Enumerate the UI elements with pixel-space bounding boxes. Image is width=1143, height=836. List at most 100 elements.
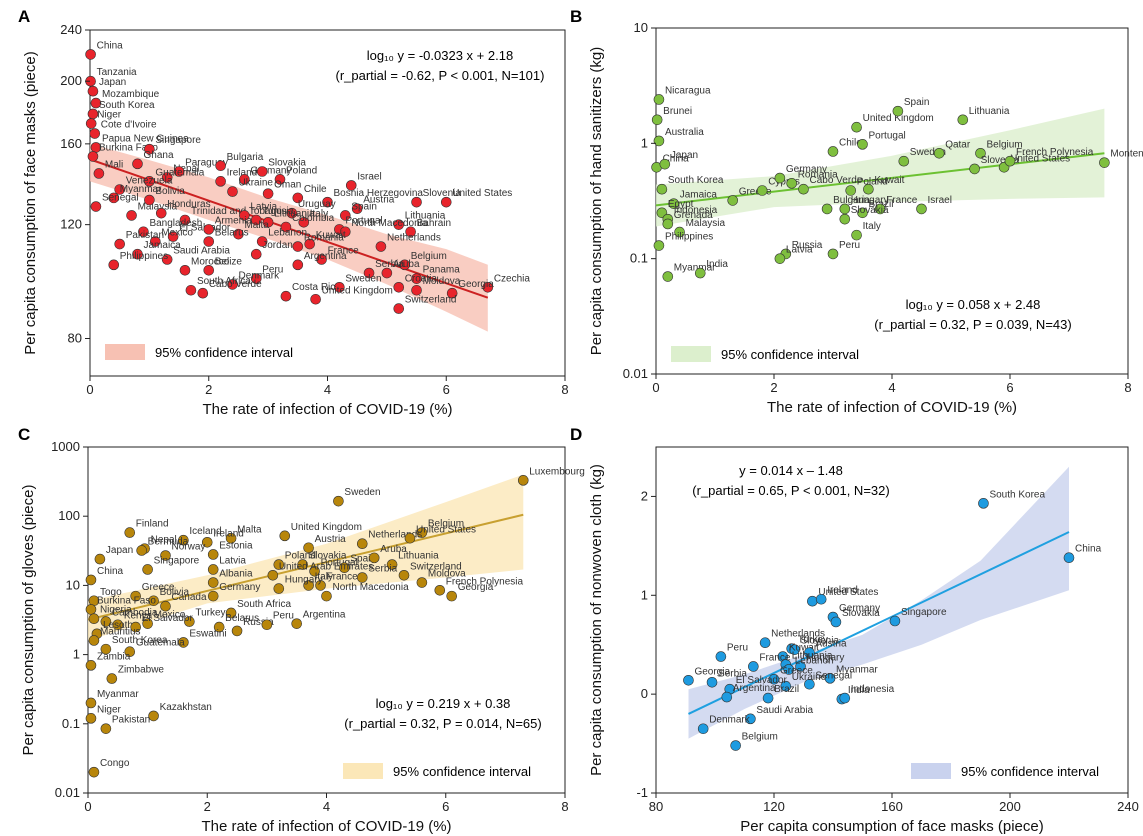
point-label: Panama xyxy=(423,265,461,276)
point-label: Latvia xyxy=(786,245,813,256)
data-point xyxy=(114,184,125,195)
point-label: Cabo Verde xyxy=(810,175,863,186)
point-label: Lithuania xyxy=(405,211,446,222)
point-label: Italy xyxy=(315,571,333,582)
data-point xyxy=(662,271,674,282)
point-label: Kenya xyxy=(124,611,153,622)
data-point xyxy=(85,49,96,60)
data-point xyxy=(706,676,718,688)
point-label: Denmark xyxy=(239,270,281,281)
point-label: Bulgaria xyxy=(833,195,870,206)
point-label: South Korea xyxy=(112,635,168,646)
point-label: Bosnia Herzegovina xyxy=(334,188,424,199)
point-label: Portugal xyxy=(869,130,906,141)
point-label: Trinidad and Tobago xyxy=(191,206,282,217)
point-label: Kuwait xyxy=(316,230,346,241)
x-tick-label: 0 xyxy=(86,382,93,397)
data-point xyxy=(85,574,97,586)
data-point xyxy=(231,625,243,637)
data-point xyxy=(85,713,97,724)
point-label: Bolivia xyxy=(160,587,190,598)
y-tick-label: 160 xyxy=(60,136,82,151)
data-point xyxy=(416,527,428,538)
data-point xyxy=(215,160,226,172)
point-label: Peru xyxy=(262,265,283,276)
point-label: Mali xyxy=(105,159,123,170)
point-label: Belgium xyxy=(987,139,1023,150)
data-point xyxy=(309,565,320,577)
data-point xyxy=(780,680,792,692)
data-point xyxy=(656,183,668,195)
point-label: Moldova xyxy=(428,569,466,580)
point-label: Netherlands xyxy=(771,629,825,640)
point-label: United Arab Emirates xyxy=(279,561,374,572)
data-point xyxy=(851,229,862,241)
point-label: Armenia xyxy=(215,215,253,226)
point-label: Costa Rica xyxy=(292,282,341,293)
point-label: Netherlands xyxy=(387,233,441,244)
x-tick-label: 6 xyxy=(442,799,449,814)
point-label: Jamaica xyxy=(144,240,182,251)
point-label: Poland xyxy=(857,176,888,187)
point-label: Portugal xyxy=(321,557,358,568)
point-label: Slovakia xyxy=(851,205,889,216)
legend-swatch xyxy=(105,344,145,360)
panel-letter: A xyxy=(18,7,30,26)
point-label: Finland xyxy=(136,519,169,530)
point-label: Slovakia xyxy=(309,551,347,562)
point-label: Cambodia xyxy=(112,608,158,619)
point-label: South Korea xyxy=(989,489,1045,500)
point-label: Israel xyxy=(357,171,381,182)
data-point xyxy=(250,214,262,226)
x-tick-label: 2 xyxy=(204,799,211,814)
data-point xyxy=(340,226,351,238)
data-point xyxy=(142,564,153,575)
data-point xyxy=(807,595,818,607)
point-label: Philippines xyxy=(120,251,168,262)
data-point xyxy=(916,203,927,215)
data-point xyxy=(85,118,97,129)
data-point xyxy=(662,218,674,230)
data-point xyxy=(88,766,100,778)
point-label: Morocco xyxy=(191,256,230,267)
point-label: Chile xyxy=(304,184,327,195)
point-label: Lithuania xyxy=(792,650,833,661)
point-label: Italy xyxy=(310,208,328,219)
point-label: Cyprus xyxy=(768,176,800,187)
point-label: Grenada xyxy=(674,210,713,221)
point-label: Italy xyxy=(863,221,881,232)
data-point xyxy=(653,135,665,147)
point-label: Colombia xyxy=(292,213,335,224)
data-point xyxy=(762,692,774,704)
data-point xyxy=(173,166,185,177)
point-label: Spain xyxy=(351,201,377,212)
y-tick-label: 10 xyxy=(634,20,648,35)
data-point xyxy=(239,174,250,185)
data-point xyxy=(393,303,405,314)
point-label: Estonia xyxy=(219,540,253,551)
data-point xyxy=(184,616,195,627)
point-label: Sweden xyxy=(344,487,380,498)
data-point xyxy=(727,195,739,206)
y-tick-label: 200 xyxy=(60,73,82,88)
data-point xyxy=(155,207,167,219)
data-point xyxy=(144,143,155,155)
y-axis-label: Per capita consumption of hand sanitizer… xyxy=(588,47,605,356)
data-point xyxy=(333,495,344,507)
data-point xyxy=(839,692,851,704)
regression-equation: y = 0.014 x – 1.48 xyxy=(739,463,843,478)
point-label: Nepal xyxy=(173,163,199,174)
point-label: El Salvador xyxy=(142,613,194,624)
regression-equation: log₁₀ y = -0.0323 x + 2.18 xyxy=(367,48,513,63)
point-label: Ireland xyxy=(213,528,244,539)
point-label: Zambia xyxy=(97,651,131,662)
point-label: Denmark xyxy=(709,715,751,726)
data-point xyxy=(1004,155,1016,167)
data-point xyxy=(273,583,285,594)
data-point xyxy=(821,203,833,215)
point-label: Kuwait xyxy=(874,175,904,186)
point-label: Paraguay xyxy=(185,158,228,169)
point-label: Serbia xyxy=(368,564,397,575)
point-label: Philippines xyxy=(665,232,713,243)
